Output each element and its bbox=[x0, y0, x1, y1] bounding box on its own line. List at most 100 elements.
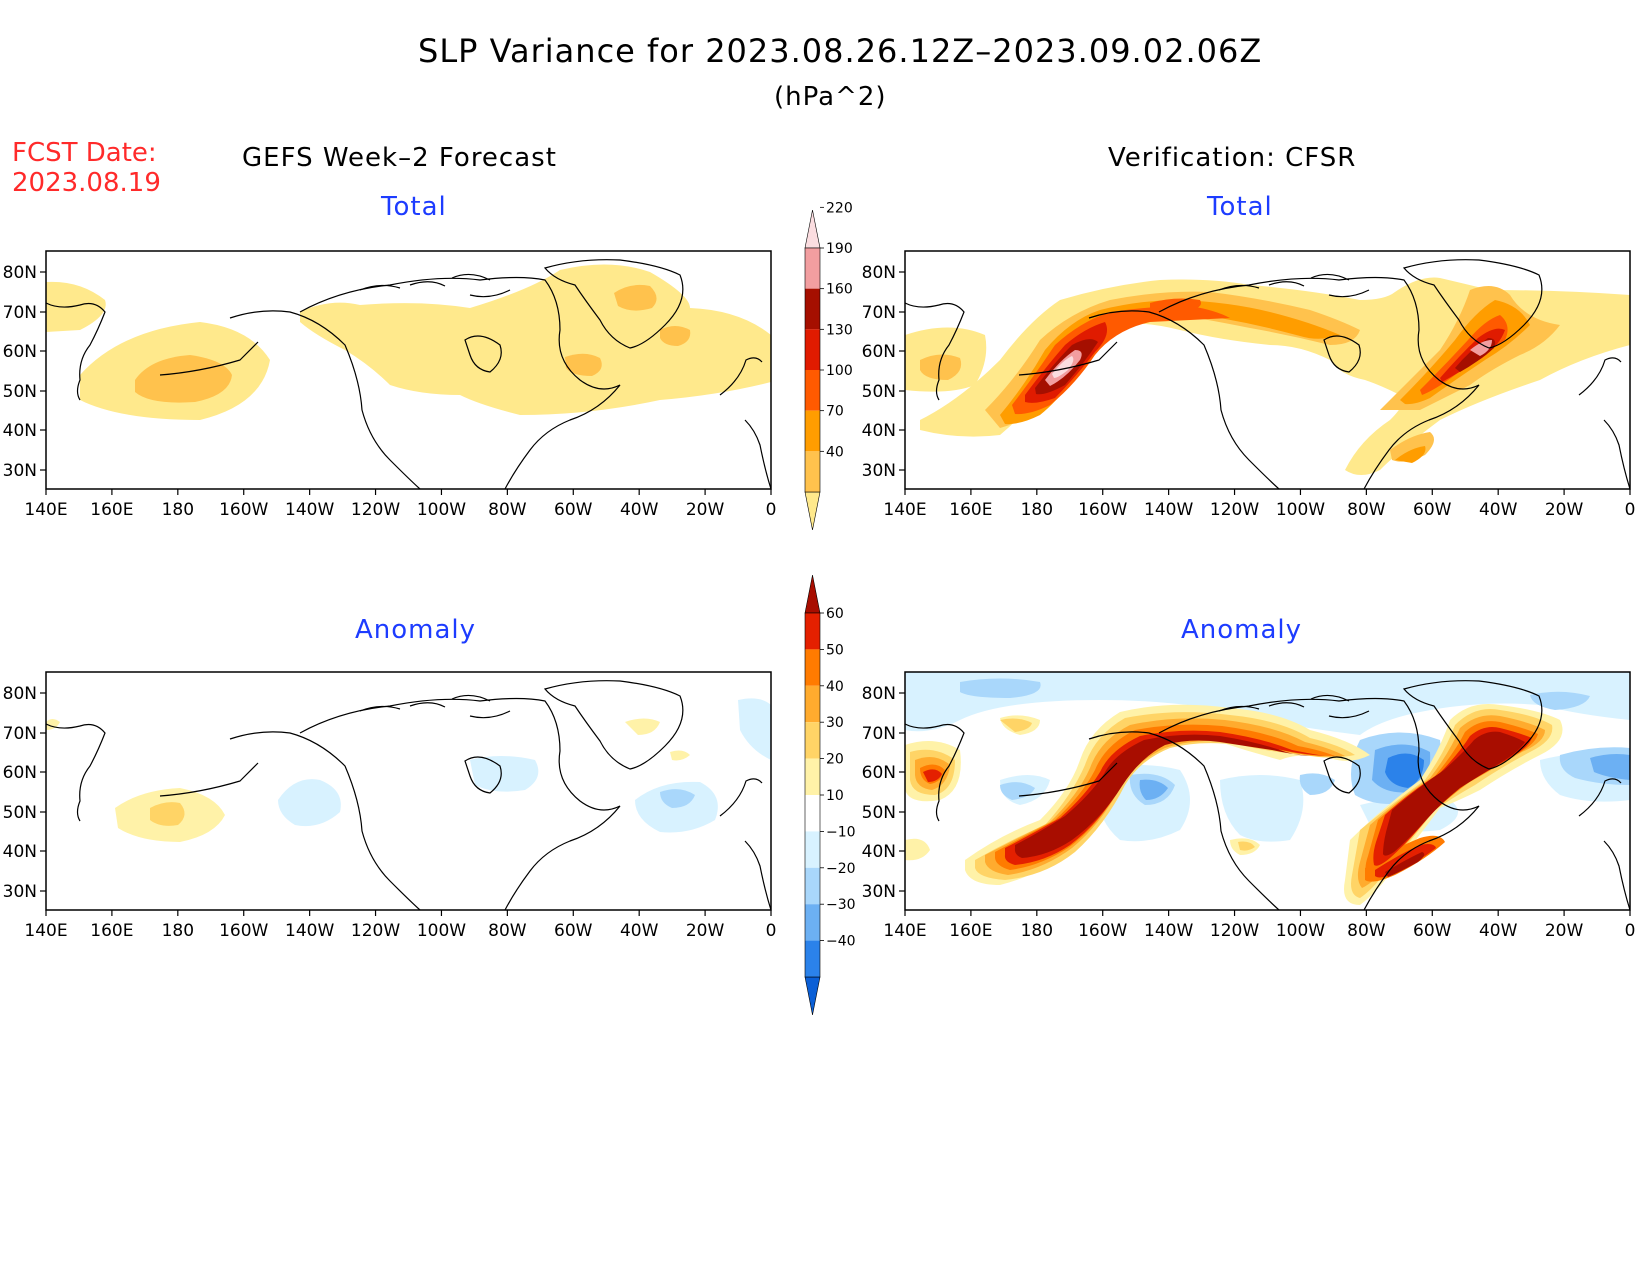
lat-label: 30N bbox=[3, 882, 37, 902]
panel-forecast-total bbox=[45, 250, 772, 490]
lon-label: 120W bbox=[351, 500, 400, 520]
lon-label: 80W bbox=[1347, 500, 1386, 520]
lon-label: 160E bbox=[90, 921, 133, 941]
lon-label: 20W bbox=[686, 500, 725, 520]
lon-label: 40W bbox=[620, 500, 659, 520]
colorbar-anomaly-label: 10 bbox=[826, 788, 844, 804]
lat-label: 50N bbox=[3, 382, 37, 402]
colorbar-anomaly-label: 40 bbox=[826, 679, 844, 695]
lon-label: 0 bbox=[766, 921, 777, 941]
colorbar-total-label: 220 bbox=[826, 200, 853, 216]
lon-label: 160W bbox=[219, 500, 268, 520]
lat-label: 40N bbox=[862, 421, 896, 441]
lon-label: 160E bbox=[949, 921, 992, 941]
colorbar-total-bottom-arrow bbox=[804, 491, 821, 531]
lon-label: 160E bbox=[949, 500, 992, 520]
lat-label: 80N bbox=[862, 684, 896, 704]
forecast-date-value: 2023.08.19 bbox=[12, 168, 161, 198]
lon-label: 160W bbox=[1078, 500, 1127, 520]
lat-label: 50N bbox=[3, 803, 37, 823]
lon-label: 40W bbox=[1479, 500, 1518, 520]
forecast-anomaly-coastlines bbox=[46, 680, 771, 910]
colorbar-anomaly-label: −40 bbox=[826, 934, 856, 950]
lon-label: 80W bbox=[488, 921, 527, 941]
colorbar-total-swatch bbox=[805, 248, 820, 289]
lat-label: 60N bbox=[3, 342, 37, 362]
colorbar-anomaly-swatch bbox=[805, 649, 820, 686]
lon-label: 60W bbox=[1413, 500, 1452, 520]
panel-verification-total bbox=[904, 250, 1631, 490]
colorbar-anomaly: −40 −30 −20 −10 10 20 30 40 50 60 bbox=[804, 574, 856, 1016]
lon-label: 0 bbox=[1625, 500, 1636, 520]
colorbar-total-label: 100 bbox=[826, 363, 853, 379]
panel-title-verification-total: Total bbox=[1207, 192, 1273, 222]
lon-label: 180 bbox=[1021, 500, 1053, 520]
lon-label: 140W bbox=[285, 500, 334, 520]
panel-title-forecast-total: Total bbox=[381, 192, 447, 222]
figure-title: SLP Variance for 2023.08.26.12Z–2023.09.… bbox=[418, 32, 1263, 70]
colorbar-anomaly-swatch bbox=[805, 685, 820, 723]
colorbar-anomaly-label: 50 bbox=[826, 642, 844, 658]
colorbar-total: 40 70 100 130 160 190 220 bbox=[804, 200, 853, 531]
colorbar-anomaly-label: 30 bbox=[826, 715, 844, 731]
colorbar-anomaly-label: 60 bbox=[826, 606, 844, 622]
lon-label: 140W bbox=[285, 921, 334, 941]
forecast-total-coastlines bbox=[46, 259, 771, 489]
lat-label: 50N bbox=[862, 803, 896, 823]
colorbar-anomaly-swatch bbox=[805, 831, 820, 868]
lon-label: 100W bbox=[417, 921, 466, 941]
colorbar-total-swatch bbox=[805, 288, 820, 330]
colorbar-total-label: 70 bbox=[826, 404, 844, 420]
verification-anomaly-coastlines bbox=[905, 680, 1630, 910]
lat-label: 80N bbox=[3, 684, 37, 704]
colorbar-anomaly-label: −20 bbox=[826, 861, 856, 877]
lon-label: 40W bbox=[620, 921, 659, 941]
left-column-heading: GEFS Week–2 Forecast bbox=[242, 143, 557, 173]
verification-total-coastlines bbox=[905, 259, 1630, 489]
lon-label: 180 bbox=[162, 921, 194, 941]
lon-label: 140E bbox=[24, 921, 67, 941]
colorbar-anomaly-swatch bbox=[805, 867, 820, 905]
lat-label: 60N bbox=[862, 342, 896, 362]
colorbar-anomaly-label: −10 bbox=[826, 824, 856, 840]
lat-label: 70N bbox=[3, 303, 37, 323]
lon-label: 120W bbox=[351, 921, 400, 941]
panel-title-forecast-anomaly: Anomaly bbox=[355, 615, 477, 645]
colorbar-total-swatch bbox=[805, 370, 820, 411]
lon-label: 100W bbox=[417, 500, 466, 520]
lon-label: 60W bbox=[554, 500, 593, 520]
lat-label: 50N bbox=[862, 382, 896, 402]
lon-label: 120W bbox=[1210, 500, 1259, 520]
panel-forecast-anomaly bbox=[45, 671, 772, 911]
colorbar-anomaly-swatch bbox=[805, 758, 820, 795]
lat-label: 30N bbox=[862, 461, 896, 481]
lat-label: 60N bbox=[3, 763, 37, 783]
colorbar-total-top-arrow bbox=[804, 209, 821, 249]
lon-label: 140E bbox=[883, 500, 926, 520]
right-column-heading: Verification: CFSR bbox=[1108, 143, 1357, 173]
forecast-total-contours bbox=[46, 264, 771, 420]
verification-anomaly-contours bbox=[905, 672, 1630, 905]
lon-label: 160W bbox=[1078, 921, 1127, 941]
lat-label: 30N bbox=[862, 882, 896, 902]
lon-label: 140E bbox=[24, 500, 67, 520]
lon-label: 180 bbox=[1021, 921, 1053, 941]
colorbar-anomaly-bottom-arrow bbox=[804, 976, 821, 1016]
panel-title-verification-anomaly: Anomaly bbox=[1181, 615, 1303, 645]
colorbar-anomaly-swatch bbox=[805, 722, 820, 759]
lat-label: 40N bbox=[862, 842, 896, 862]
lon-label: 0 bbox=[766, 500, 777, 520]
map-axes: 80N 70N 60N 50N 40N 30N 140E 160E 180 160W 140W 120… bbox=[3, 263, 1636, 941]
colorbar-anomaly-swatch bbox=[805, 613, 820, 650]
lat-label: 80N bbox=[862, 263, 896, 283]
lon-label: 100W bbox=[1276, 500, 1325, 520]
lon-label: 160E bbox=[90, 500, 133, 520]
colorbar-total-label: 190 bbox=[826, 241, 853, 257]
colorbar-total-swatch bbox=[805, 410, 820, 452]
colorbar-total-swatch bbox=[805, 329, 820, 370]
colorbar-anomaly-label: 20 bbox=[826, 752, 844, 768]
lat-label: 30N bbox=[3, 461, 37, 481]
lat-label: 60N bbox=[862, 763, 896, 783]
lon-label: 60W bbox=[1413, 921, 1452, 941]
